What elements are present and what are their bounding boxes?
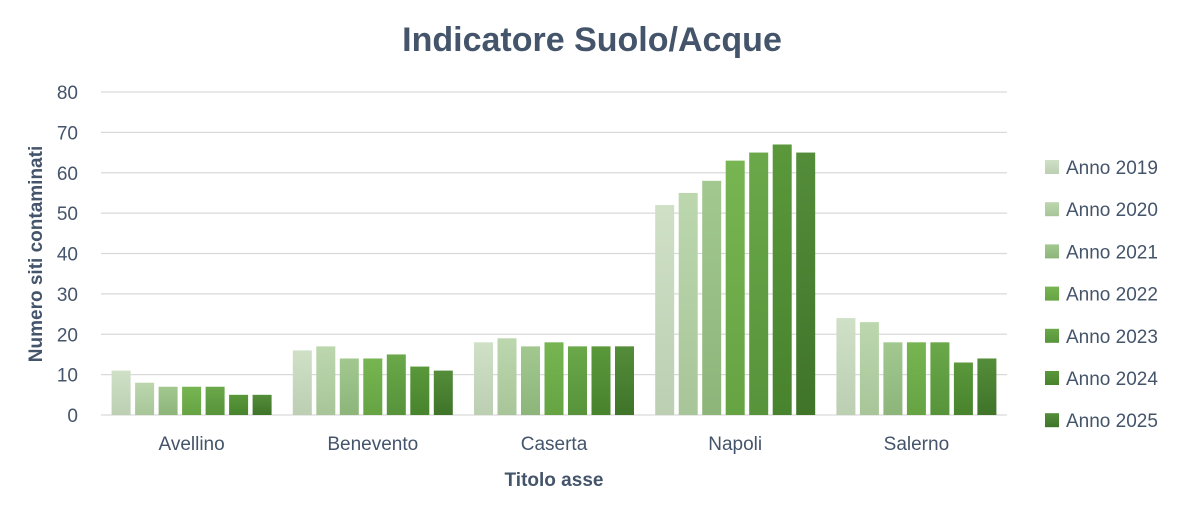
bar-salerno-anno-2025 <box>977 358 997 415</box>
bar-napoli-anno-2021 <box>702 180 722 415</box>
bar-salerno-anno-2024 <box>953 362 973 415</box>
legend-swatch <box>1045 160 1059 174</box>
legend-item: Anno 2021 <box>1045 242 1158 263</box>
bar-benevento-anno-2020 <box>316 346 336 415</box>
legend-label: Anno 2021 <box>1066 242 1158 263</box>
legend-item: Anno 2019 <box>1045 158 1158 179</box>
y-tick-label: 0 <box>67 406 78 427</box>
legend-swatch <box>1045 244 1059 259</box>
legend-label: Anno 2023 <box>1066 327 1158 348</box>
gridlines <box>101 91 1007 416</box>
bar-salerno-anno-2023 <box>930 342 950 415</box>
bar-napoli-anno-2025 <box>796 152 816 415</box>
bar-salerno-anno-2022 <box>906 342 926 415</box>
x-tick-label: Caserta <box>521 434 588 455</box>
legend-label: Anno 2022 <box>1066 285 1158 306</box>
y-tick-label: 10 <box>57 366 78 387</box>
bar-caserta-anno-2021 <box>521 346 540 415</box>
bar-benevento-anno-2025 <box>433 370 453 415</box>
chart-title: Indicatore Suolo/Acque <box>402 21 782 59</box>
x-axis-title: Titolo asse <box>505 470 604 491</box>
bar-benevento-anno-2019 <box>292 350 312 415</box>
bar-caserta-anno-2022 <box>544 342 564 415</box>
bar-avellino-anno-2024 <box>229 394 249 415</box>
bar-caserta-anno-2019 <box>474 342 493 415</box>
bar-napoli-anno-2019 <box>655 205 675 415</box>
x-tick-label: Napoli <box>708 434 762 455</box>
legend-swatch <box>1045 371 1059 385</box>
legend-label: Anno 2019 <box>1066 158 1158 179</box>
y-tick-label: 40 <box>57 245 78 266</box>
bar-salerno-anno-2019 <box>836 318 856 415</box>
bar-benevento-anno-2023 <box>386 354 406 415</box>
legend-swatch <box>1045 202 1059 217</box>
bar-caserta-anno-2025 <box>615 346 634 415</box>
x-tick-label: Benevento <box>327 434 418 455</box>
y-tick-label: 20 <box>57 325 78 346</box>
bar-avellino-anno-2020 <box>135 382 155 415</box>
bar-napoli-anno-2022 <box>725 160 745 415</box>
legend-item: Anno 2022 <box>1045 285 1158 306</box>
y-tick-label: 70 <box>57 123 78 144</box>
legend-swatch <box>1045 413 1059 428</box>
legend-swatch <box>1045 286 1059 301</box>
legend-item: Anno 2024 <box>1045 369 1158 390</box>
bar-avellino-anno-2023 <box>205 386 225 415</box>
bar-napoli-anno-2020 <box>678 192 698 415</box>
legend-item: Anno 2020 <box>1045 200 1158 221</box>
y-axis-ticks: 0 10 20 30 40 50 60 70 80 <box>57 83 78 427</box>
y-tick-label: 50 <box>57 204 78 225</box>
y-tick-label: 30 <box>57 285 78 306</box>
legend-label: Anno 2025 <box>1066 411 1158 432</box>
legend-swatch <box>1045 328 1059 343</box>
legend-label: Anno 2020 <box>1066 200 1158 221</box>
bars <box>111 144 997 416</box>
bar-avellino-anno-2025 <box>252 394 272 415</box>
y-tick-label: 80 <box>57 83 78 104</box>
bar-caserta-anno-2024 <box>591 346 611 415</box>
bar-benevento-anno-2022 <box>363 358 383 415</box>
bar-caserta-anno-2020 <box>497 338 517 415</box>
bar-salerno-anno-2020 <box>859 322 879 415</box>
x-axis-ticks: Avellino Benevento Caserta Napoli Salerno <box>158 434 949 455</box>
legend-item: Anno 2025 <box>1045 411 1158 432</box>
bar-avellino-anno-2019 <box>111 370 131 415</box>
legend-item: Anno 2023 <box>1045 327 1158 348</box>
legend: Anno 2019 Anno 2020 Anno 2021 Anno 2022 Anno… <box>1045 158 1158 432</box>
bar-napoli-anno-2024 <box>772 144 792 416</box>
bar-benevento-anno-2021 <box>339 358 359 415</box>
x-tick-label: Salerno <box>884 434 950 455</box>
legend-label: Anno 2024 <box>1066 369 1158 390</box>
y-axis-title: Numero siti contaminati <box>26 146 47 362</box>
bar-napoli-anno-2023 <box>749 152 769 415</box>
y-tick-label: 60 <box>57 164 78 185</box>
bar-avellino-anno-2022 <box>182 386 202 415</box>
bar-benevento-anno-2024 <box>410 366 430 415</box>
x-tick-label: Avellino <box>158 434 224 455</box>
bar-caserta-anno-2023 <box>568 346 587 415</box>
bar-salerno-anno-2021 <box>883 342 903 415</box>
bar-avellino-anno-2021 <box>158 386 178 415</box>
